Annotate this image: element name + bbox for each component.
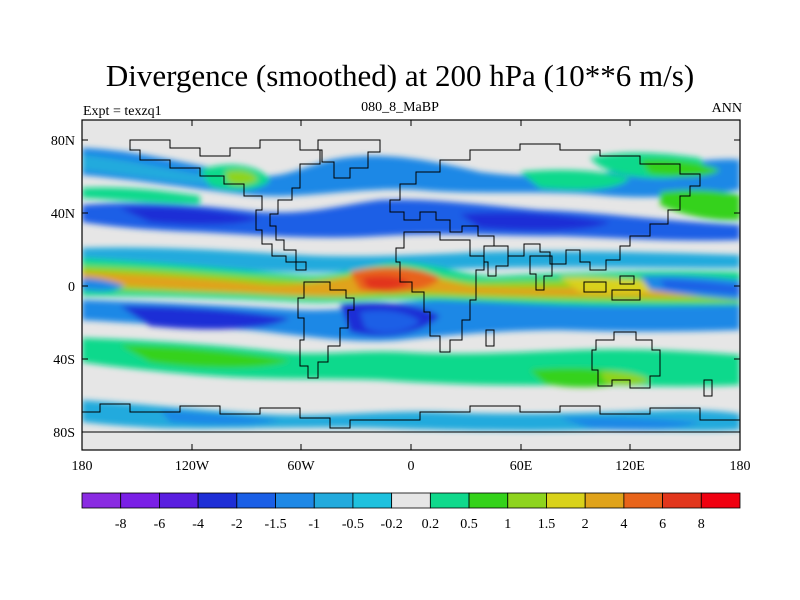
- colorbar-label: -1: [308, 517, 320, 532]
- colorbar-swatch: [507, 492, 547, 509]
- colorbar-swatch: [623, 492, 663, 509]
- lon-label-120e: 120E: [615, 459, 645, 474]
- lon-label-60w: 60W: [287, 459, 315, 474]
- colorbar-swatch: [468, 492, 509, 509]
- experiment-label: Expt = texzq1: [83, 104, 162, 119]
- coastlines: [82, 139, 740, 433]
- map-area: [82, 120, 740, 450]
- colorbar-swatch: [159, 492, 199, 509]
- lat-label-40n: 40N: [51, 207, 75, 222]
- lat-label-80n: 80N: [51, 134, 75, 149]
- colorbar-label: -6: [154, 517, 166, 532]
- colorbar-label: -2: [231, 517, 243, 532]
- colorbar-swatch: [662, 492, 702, 509]
- lon-ticks: [191, 120, 631, 450]
- colorbar-swatch: [352, 492, 393, 509]
- colorbar-label: 1.5: [538, 517, 556, 532]
- lat-ticks: [82, 139, 740, 433]
- colorbar-label: -4: [192, 517, 204, 532]
- colorbar-label: 8: [698, 517, 705, 532]
- lon-label-120w: 120W: [175, 459, 210, 474]
- colorbar-label: 0.2: [422, 517, 440, 532]
- chart-title: Divergence (smoothed) at 200 hPa (10**6 …: [105, 58, 695, 93]
- period-label: 080_8_MaBP: [361, 100, 439, 115]
- colorbar-swatch: [700, 492, 741, 509]
- colorbar-label: -0.5: [342, 517, 364, 532]
- lon-label-60e: 60E: [510, 459, 533, 474]
- lon-label-180e: 180: [730, 459, 751, 474]
- colorbar-swatch: [546, 492, 586, 509]
- lon-label-0: 0: [408, 459, 415, 474]
- colorbar: [81, 492, 741, 509]
- colorbar-label: 2: [582, 517, 589, 532]
- colorbar-label: -0.2: [381, 517, 403, 532]
- colorbar-swatch: [197, 492, 238, 509]
- colorbar-swatch: [275, 492, 315, 509]
- colorbar-label: 4: [620, 517, 627, 532]
- colorbar-swatch: [584, 492, 625, 509]
- colorbar-label: 1: [504, 517, 511, 532]
- lat-label-0: 0: [68, 280, 75, 295]
- colorbar-swatch: [120, 492, 160, 509]
- colorbar-swatch: [81, 492, 122, 509]
- divergence-contours: [82, 148, 740, 431]
- colorbar-label: 0.5: [460, 517, 478, 532]
- colorbar-labels: -8 -6 -4 -2 -1.5 -1 -0.5 -0.2 0.2 0.5 1 1.5 2 4 6 8: [115, 517, 705, 532]
- colorbar-swatch: [429, 492, 470, 509]
- colorbar-swatch: [313, 492, 354, 509]
- colorbar-label: 6: [659, 517, 666, 532]
- colorbar-swatch: [236, 492, 276, 509]
- lat-label-40s: 40S: [53, 353, 75, 368]
- season-label: ANN: [711, 101, 742, 116]
- colorbar-label: -1.5: [264, 517, 286, 532]
- lon-label-180w: 180: [72, 459, 93, 474]
- colorbar-label: -8: [115, 517, 127, 532]
- lat-label-80s: 80S: [53, 426, 75, 441]
- colorbar-swatch: [391, 492, 431, 509]
